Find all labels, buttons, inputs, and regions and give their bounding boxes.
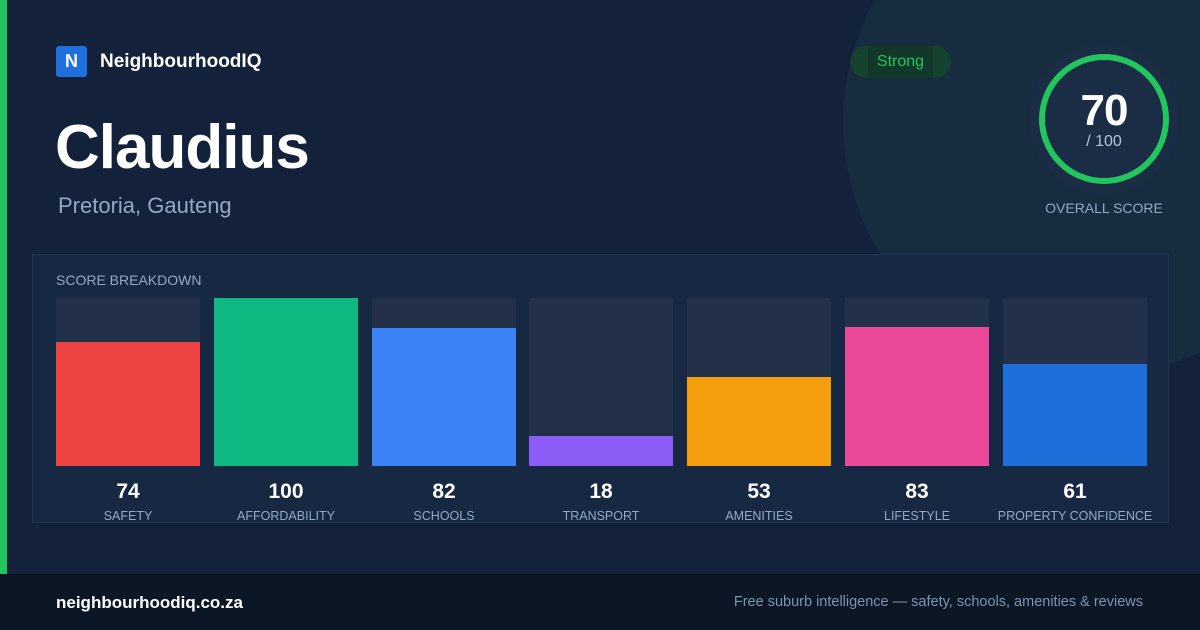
score-bar-fill	[56, 342, 200, 466]
score-bar-value: 53	[747, 480, 771, 503]
score-bar-fill	[529, 436, 673, 466]
brand: N NeighbourhoodIQ	[56, 46, 261, 77]
score-bar-label: AFFORDABILITY	[237, 509, 335, 523]
score-bar-lifestyle: 83 LIFESTYLE	[845, 298, 989, 528]
score-bar-label: SCHOOLS	[413, 509, 475, 523]
score-bar-transport: 18 TRANSPORT	[529, 298, 673, 528]
overall-score-value: 70	[1080, 86, 1129, 135]
footer-domain: neighbourhoodiq.co.za	[56, 593, 243, 612]
score-breakdown-title: SCORE BREAKDOWN	[56, 272, 202, 288]
score-bar-fill	[372, 328, 516, 466]
score-bar-schools: 82 SCHOOLS	[372, 298, 516, 528]
score-bar-track	[687, 298, 831, 466]
score-ring-backdrop	[1029, 44, 1179, 194]
score-bar-label: PROPERTY CONFIDENCE	[997, 509, 1153, 523]
score-bar-fill	[1003, 364, 1147, 466]
score-bar-affordability: 100 AFFORDABILITY	[214, 298, 358, 528]
score-bar-label: TRANSPORT	[562, 509, 640, 523]
score-ring-progress	[1039, 54, 1169, 184]
score-bar-fill	[687, 377, 831, 466]
suburb-name: Claudius	[55, 113, 310, 182]
score-bar-track	[845, 298, 989, 466]
rating-badge: Strong	[850, 46, 951, 78]
accent-bar	[0, 0, 7, 574]
score-bar-track	[372, 298, 516, 466]
overall-score-out-of: / 100	[1086, 133, 1122, 150]
score-bar-track	[529, 298, 673, 466]
score-bar-track	[56, 298, 200, 466]
brand-logo-icon: N	[56, 46, 87, 77]
score-bar-value: 18	[589, 480, 613, 503]
rating-badge-highlight	[868, 46, 933, 78]
score-bar-track	[214, 298, 358, 466]
rating-badge-label: Strong	[876, 53, 925, 70]
score-bar-fill	[214, 298, 358, 466]
footer-tagline: Free suburb intelligence — safety, schoo…	[733, 594, 1143, 610]
score-bar-label: LIFESTYLE	[884, 509, 950, 523]
score-bar-safety: 74 SAFETY	[56, 298, 200, 528]
score-bar-value: 61	[1063, 480, 1087, 503]
brand-name: NeighbourhoodIQ	[100, 50, 262, 72]
score-bar-track	[1003, 298, 1147, 466]
score-bar-value: 74	[116, 480, 140, 503]
score-bar-fill	[845, 327, 989, 466]
suburb-location: Pretoria, Gauteng	[58, 193, 232, 218]
overall-score-ring	[1029, 44, 1179, 194]
score-bar-property-confidence: 61 PROPERTY CONFIDENCE	[998, 298, 1152, 528]
score-bar-value: 82	[432, 480, 456, 503]
score-bar-value: 100	[268, 480, 304, 503]
score-breakdown-bars: 74 SAFETY 100 AFFORDABILITY 82 SCHOOLS 18 TRANS…	[56, 298, 1152, 528]
score-bar-label: SAFETY	[103, 509, 153, 523]
share-card: N NeighbourhoodIQ Claudius Pretoria, Gau…	[0, 0, 1179, 574]
score-bar-amenities: 53 AMENITIES	[687, 298, 831, 528]
score-bar-value: 83	[905, 480, 929, 503]
overall-score-label: OVERALL SCORE	[1045, 200, 1163, 216]
score-bar-label: AMENITIES	[725, 509, 793, 523]
footer: neighbourhoodiq.co.za Free suburb intell…	[0, 574, 1200, 630]
